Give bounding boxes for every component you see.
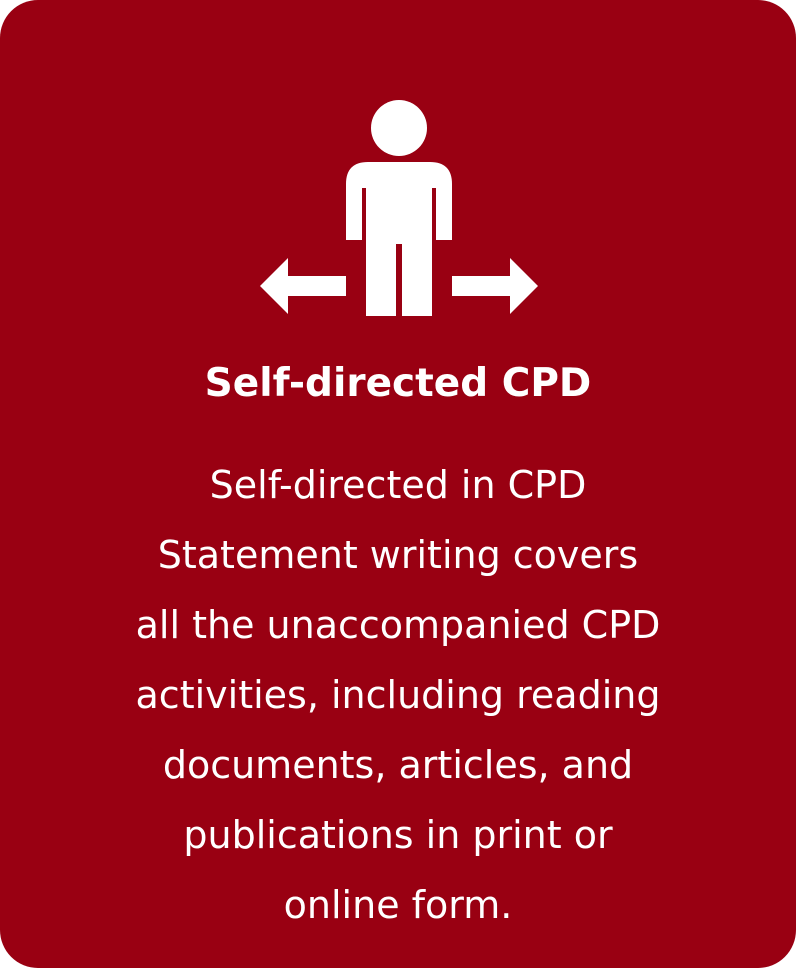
- card-title: Self-directed CPD: [204, 361, 592, 406]
- description-line: online form.: [283, 883, 513, 927]
- description-line: all the unaccompanied CPD: [135, 603, 661, 647]
- description-line: Statement writing covers: [157, 533, 639, 577]
- description-line: activities, including reading: [135, 673, 661, 717]
- description-line: Self-directed in CPD: [209, 463, 587, 507]
- person-with-arrows-icon: [258, 100, 540, 318]
- description-line: publications in print or: [183, 813, 613, 857]
- card-description: Self-directed in CPD Statement writing c…: [60, 450, 736, 940]
- description-line: documents, articles, and: [162, 743, 634, 787]
